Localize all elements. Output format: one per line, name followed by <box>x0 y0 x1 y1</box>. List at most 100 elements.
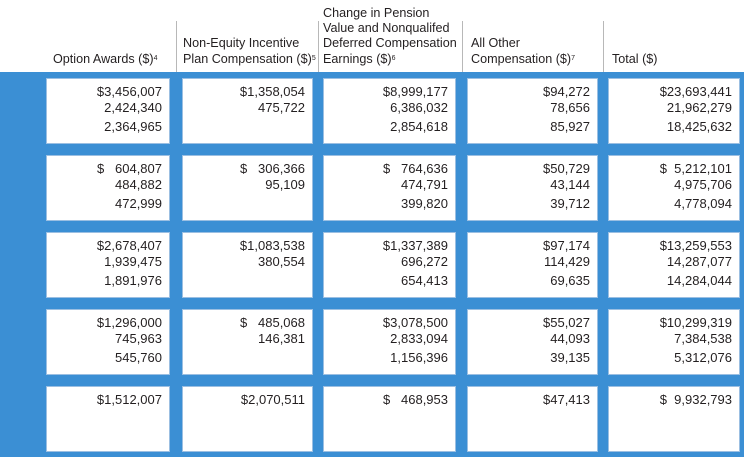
option-awards-cell: $1,512,007 <box>46 386 170 452</box>
all-other-cell: $97,174 114,429 69,635 <box>467 232 598 298</box>
cell-value: $47,413 <box>543 392 590 407</box>
cell-value: 745,963 <box>115 331 162 346</box>
cell-value: $8,999,177 <box>382 84 448 99</box>
cell-value: 654,413 <box>401 273 448 288</box>
pension-change-cell: $8,999,177 6,386,032 2,854,618 <box>323 78 456 144</box>
cell-value: 696,272 <box>401 254 448 269</box>
cell-value: 18,425,632 <box>666 119 732 134</box>
cell-value: 2,854,618 <box>390 119 448 134</box>
cell-value: $55,027 <box>543 315 590 330</box>
cell-value: 2,424,340 <box>104 100 162 115</box>
total-cell: $13,259,553 14,287,077 14,284,044 <box>608 232 740 298</box>
cell-value: 472,999 <box>115 196 162 211</box>
cell-value: 44,093 <box>550 331 590 346</box>
cell-value: 4,975,706 <box>674 177 732 192</box>
cell-value: 7,384,538 <box>674 331 732 346</box>
non-equity-cell: $2,070,511 <box>182 386 313 452</box>
cell-value: $ 485,068 <box>239 315 305 330</box>
non-equity-cell: $ 485,068 146,381 <box>182 309 313 375</box>
cell-value: $ 764,636 <box>382 161 448 176</box>
table-row-group: $ 604,807 484,882 472,999 $ 306,366 95,109 $ … <box>0 149 744 226</box>
cell-value: $ 9,932,793 <box>659 392 732 407</box>
total-cell: $ 5,212,101 4,975,706 4,778,094 <box>608 155 740 221</box>
all-other-cell: $55,027 44,093 39,135 <box>467 309 598 375</box>
cell-value: 14,284,044 <box>666 273 732 288</box>
non-equity-cell: $1,083,538 380,554 <box>182 232 313 298</box>
cell-value: $ 468,953 <box>382 392 448 407</box>
cell-value: $1,337,389 <box>382 238 448 253</box>
cell-value: $2,678,407 <box>96 238 162 253</box>
all-other-cell: $94,272 78,656 85,927 <box>467 78 598 144</box>
cell-value: 2,833,094 <box>390 331 448 346</box>
pension-change-cell: $ 764,636 474,791 399,820 <box>323 155 456 221</box>
column-divider <box>318 21 319 72</box>
cell-value: $3,078,500 <box>382 315 448 330</box>
option-awards-cell: $2,678,407 1,939,475 1,891,976 <box>46 232 170 298</box>
table-row-group: $2,678,407 1,939,475 1,891,976 $1,083,538 38… <box>0 226 744 303</box>
total-cell: $10,299,319 7,384,538 5,312,076 <box>608 309 740 375</box>
cell-value: 380,554 <box>258 254 305 269</box>
header-option-awards: Option Awards ($)4 <box>53 51 158 66</box>
cell-value: $50,729 <box>543 161 590 176</box>
table-header: Option Awards ($)4 Non-Equity Incentive … <box>0 0 744 72</box>
cell-value: 1,156,396 <box>390 350 448 365</box>
cell-value: 6,386,032 <box>390 100 448 115</box>
cell-value: $1,296,000 <box>96 315 162 330</box>
header-total: Total ($) <box>612 51 658 66</box>
cell-value: $1,512,007 <box>96 392 162 407</box>
total-cell: $ 9,932,793 <box>608 386 740 452</box>
cell-value: 484,882 <box>115 177 162 192</box>
cell-value: 39,712 <box>550 196 590 211</box>
cell-value: 5,312,076 <box>674 350 732 365</box>
cell-value: $ 306,366 <box>239 161 305 176</box>
cell-value: 2,364,965 <box>104 119 162 134</box>
cell-value: 43,144 <box>550 177 590 192</box>
option-awards-cell: $1,296,000 745,963 545,760 <box>46 309 170 375</box>
pension-change-cell: $ 468,953 <box>323 386 456 452</box>
cell-value: $2,070,511 <box>240 392 305 407</box>
cell-value: $1,358,054 <box>239 84 305 99</box>
non-equity-cell: $ 306,366 95,109 <box>182 155 313 221</box>
cell-value: $97,174 <box>543 238 590 253</box>
cell-value: 545,760 <box>115 350 162 365</box>
header-pension-change: Change in Pension Value and Nonqualifed … <box>323 5 457 66</box>
option-awards-cell: $3,456,007 2,424,340 2,364,965 <box>46 78 170 144</box>
cell-value: $13,259,553 <box>659 238 732 253</box>
cell-value: $ 604,807 <box>96 161 162 176</box>
cell-value: 69,635 <box>550 273 590 288</box>
cell-value: 21,962,279 <box>666 100 732 115</box>
cell-value: 146,381 <box>258 331 305 346</box>
cell-value: 114,429 <box>543 254 590 269</box>
cell-value: 399,820 <box>401 196 448 211</box>
column-divider <box>462 21 463 72</box>
pension-change-cell: $3,078,500 2,833,094 1,156,396 <box>323 309 456 375</box>
cell-value: $3,456,007 <box>96 84 162 99</box>
cell-value: 85,927 <box>550 119 590 134</box>
all-other-cell: $50,729 43,144 39,712 <box>467 155 598 221</box>
header-all-other-compensation: All Other Compensation ($)7 <box>471 36 576 66</box>
non-equity-cell: $1,358,054 475,722 <box>182 78 313 144</box>
cell-value: 474,791 <box>401 177 448 192</box>
cell-value: 1,891,976 <box>104 273 162 288</box>
all-other-cell: $47,413 <box>467 386 598 452</box>
cell-value: $1,083,538 <box>239 238 305 253</box>
pension-change-cell: $1,337,389 696,272 654,413 <box>323 232 456 298</box>
option-awards-cell: $ 604,807 484,882 472,999 <box>46 155 170 221</box>
cell-value: 14,287,077 <box>666 254 732 269</box>
total-cell: $23,693,441 21,962,279 18,425,632 <box>608 78 740 144</box>
column-divider <box>603 21 604 72</box>
cell-value: 39,135 <box>550 350 590 365</box>
header-non-equity-incentive: Non-Equity Incentive Plan Compensation (… <box>183 36 316 66</box>
cell-value: $94,272 <box>543 84 590 99</box>
table-row-group: $3,456,007 2,424,340 2,364,965 $1,358,054 47… <box>0 72 744 149</box>
table-row-group: $1,512,007 $2,070,511 $ 468,953 $47,413 $ 9,… <box>0 380 744 457</box>
cell-value: $10,299,319 <box>659 315 732 330</box>
cell-value: 95,109 <box>265 177 305 192</box>
cell-value: 1,939,475 <box>104 254 162 269</box>
cell-value: 78,656 <box>550 100 590 115</box>
cell-value: $23,693,441 <box>659 84 732 99</box>
cell-value: 475,722 <box>258 100 305 115</box>
cell-value: 4,778,094 <box>674 196 732 211</box>
table-row-group: $1,296,000 745,963 545,760 $ 485,068 146,381… <box>0 303 744 380</box>
cell-value: $ 5,212,101 <box>659 161 732 176</box>
